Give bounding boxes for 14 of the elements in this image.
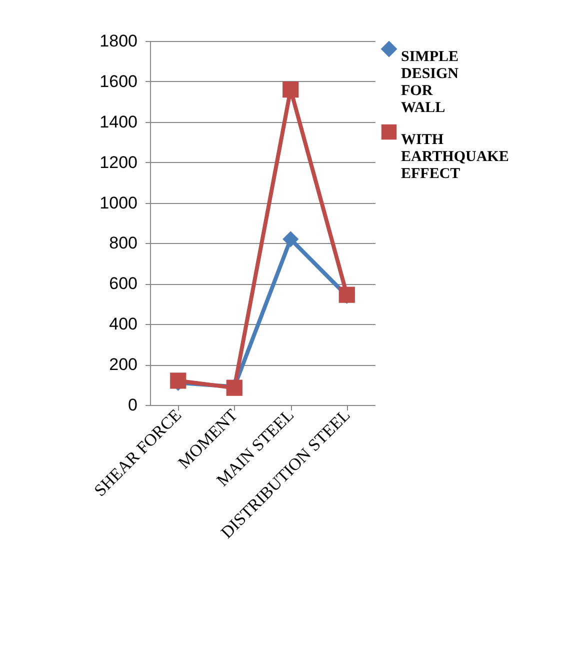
y-tick-label: 1400 xyxy=(100,112,138,132)
legend-label: SIMPLE DESIGN FOR WALL xyxy=(401,49,459,116)
point xyxy=(282,231,299,248)
y-tick-label: 800 xyxy=(109,234,138,253)
y-tick-label: 1200 xyxy=(100,152,138,172)
legend-label: WITH EARTHQUAKE EFFECT xyxy=(401,132,509,182)
y-tick-label: 1800 xyxy=(100,32,138,50)
y-tick-label: 1600 xyxy=(100,72,138,91)
y-tick-label: 400 xyxy=(109,314,138,334)
y-tick-label: 1000 xyxy=(100,193,138,212)
y-tick-label: 200 xyxy=(109,355,138,374)
y-tick-label: 0 xyxy=(128,396,138,414)
point xyxy=(282,81,299,98)
y-tick-label: 600 xyxy=(109,274,138,294)
